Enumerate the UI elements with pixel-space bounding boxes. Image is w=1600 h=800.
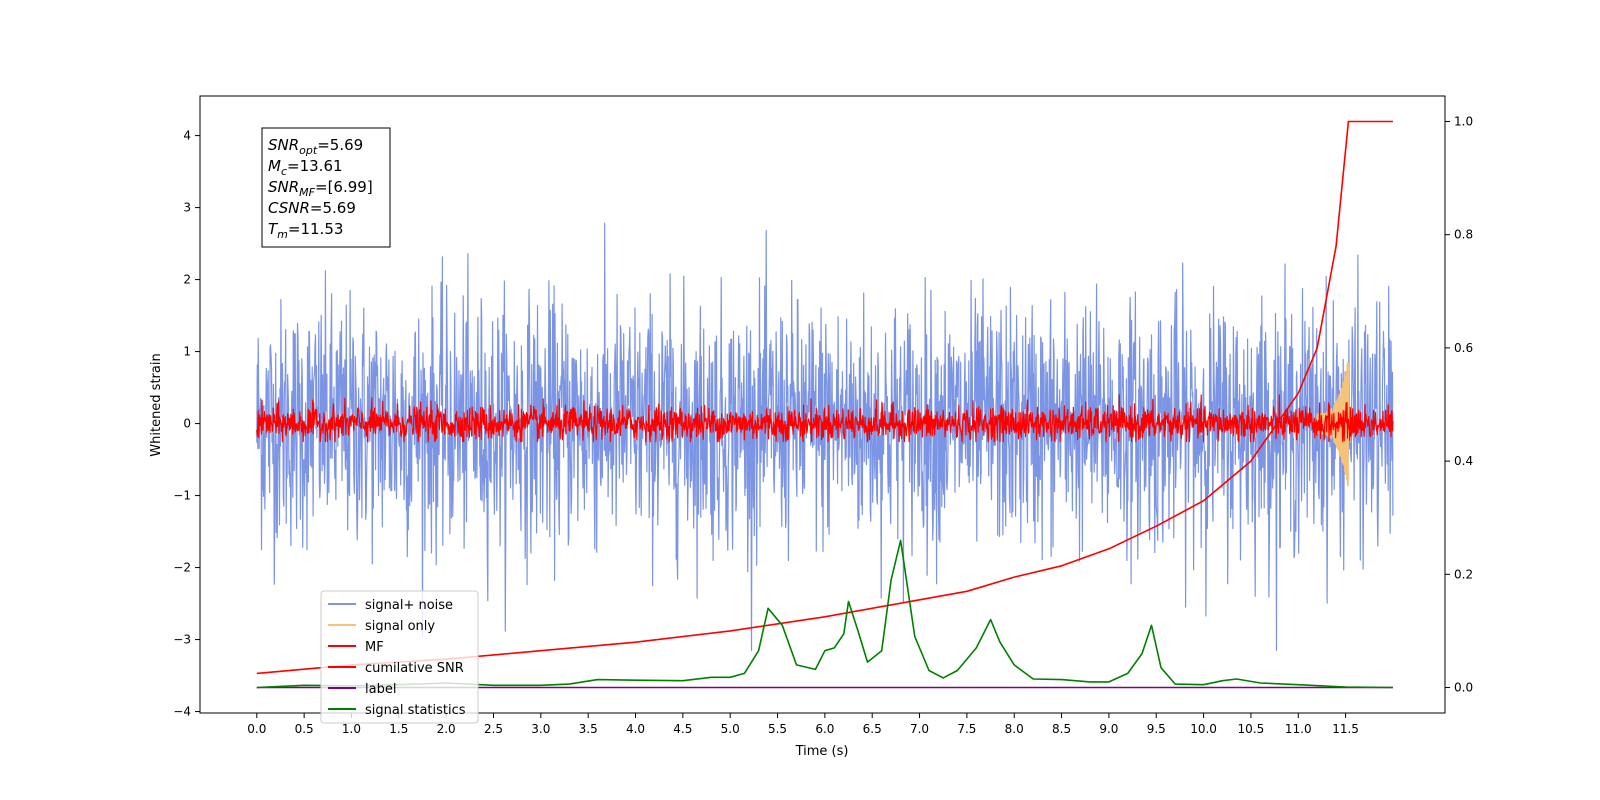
x-tick-label: 1.5	[389, 722, 408, 736]
y2-tick-label: 1.0	[1454, 114, 1473, 128]
x-tick-label: 8.0	[1005, 722, 1024, 736]
y-tick-label: 1	[183, 345, 191, 359]
x-tick-label: 10.5	[1238, 722, 1265, 736]
x-axis: 0.0 0.5 1.0 1.5 2.0 2.5 3.0 3.5 4.0 4.5 5.0 5.5 6.0 6…	[247, 713, 1359, 736]
x-tick-label: 5.0	[721, 722, 740, 736]
legend-label: cumilative SNR	[365, 661, 464, 676]
series-line-mf	[256, 394, 1394, 443]
x-tick-label: 11.5	[1332, 722, 1359, 736]
x-tick-label: 3.0	[531, 722, 550, 736]
series-line-signal-noise	[256, 222, 1394, 651]
y-tick-label: 4	[183, 129, 191, 143]
legend-frame	[320, 590, 479, 724]
annotation-line: SNRMF=[6.99]	[268, 178, 373, 199]
y-tick-label: 0	[183, 417, 191, 431]
y-tick-label: −1	[173, 489, 191, 503]
legend-label: label	[365, 682, 396, 697]
x-tick-label: 3.5	[579, 722, 598, 736]
y-tick-label: 2	[183, 273, 191, 287]
x-tick-label: 4.5	[673, 722, 692, 736]
y-axis-left: −4 −3 −2 −1 0 1 2 3 4	[173, 129, 200, 719]
x-tick-label: 9.5	[1147, 722, 1166, 736]
x-tick-label: 2.5	[484, 722, 503, 736]
axes-frame	[199, 95, 1446, 714]
y-axis-label: Whitened strain	[149, 353, 164, 456]
legend: signal+ noise signal only MF cumilative SNR…	[320, 590, 479, 724]
x-tick-label: 10.0	[1190, 722, 1217, 736]
y2-tick-label: 0.6	[1454, 341, 1473, 355]
y-tick-label: 3	[183, 201, 191, 215]
x-tick-label: 4.0	[626, 722, 645, 736]
x-tick-label: 8.5	[1052, 722, 1071, 736]
x-tick-label: 1.0	[342, 722, 361, 736]
annotation-line: SNRopt=5.69	[268, 136, 363, 157]
annotation-line: CSNR=5.69	[268, 199, 356, 217]
legend-label: signal only	[365, 619, 435, 634]
y-tick-label: −4	[173, 705, 191, 719]
x-tick-label: 2.0	[437, 722, 456, 736]
series-line-signal-statistics	[256, 539, 1393, 689]
y-axis-right: 0.0 0.2 0.4 0.6 0.8 1.0	[1445, 114, 1473, 695]
y-tick-label: −3	[173, 633, 191, 647]
annotation-frame	[261, 127, 391, 248]
annotation-line: Mc=13.61	[268, 157, 343, 178]
x-axis-label: Time (s)	[795, 744, 849, 759]
x-tick-label: 7.5	[957, 722, 976, 736]
x-tick-label: 7.0	[910, 722, 929, 736]
x-tick-label: 6.0	[815, 722, 834, 736]
y-tick-label: −2	[173, 561, 191, 575]
stats-annotation-box: SNRopt=5.69Mc=13.61SNRMF=[6.99]CSNR=5.69…	[261, 127, 391, 248]
x-tick-label: 5.5	[768, 722, 787, 736]
x-tick-label: 0.5	[295, 722, 314, 736]
x-tick-label: 9.0	[1099, 722, 1118, 736]
y2-tick-label: 0.0	[1454, 681, 1473, 695]
legend-label: signal+ noise	[365, 598, 453, 613]
y2-tick-label: 0.8	[1454, 228, 1473, 242]
x-tick-label: 0.0	[247, 722, 266, 736]
x-tick-label: 6.5	[863, 722, 882, 736]
legend-label: signal statistics	[365, 703, 466, 718]
annotation-line: Tm=11.53	[268, 220, 343, 241]
x-tick-label: 11.0	[1285, 722, 1312, 736]
series-line-cumilative-snr	[256, 120, 1393, 675]
legend-label: MF	[365, 640, 384, 655]
y2-tick-label: 0.4	[1454, 454, 1473, 468]
y2-tick-label: 0.2	[1454, 567, 1473, 581]
